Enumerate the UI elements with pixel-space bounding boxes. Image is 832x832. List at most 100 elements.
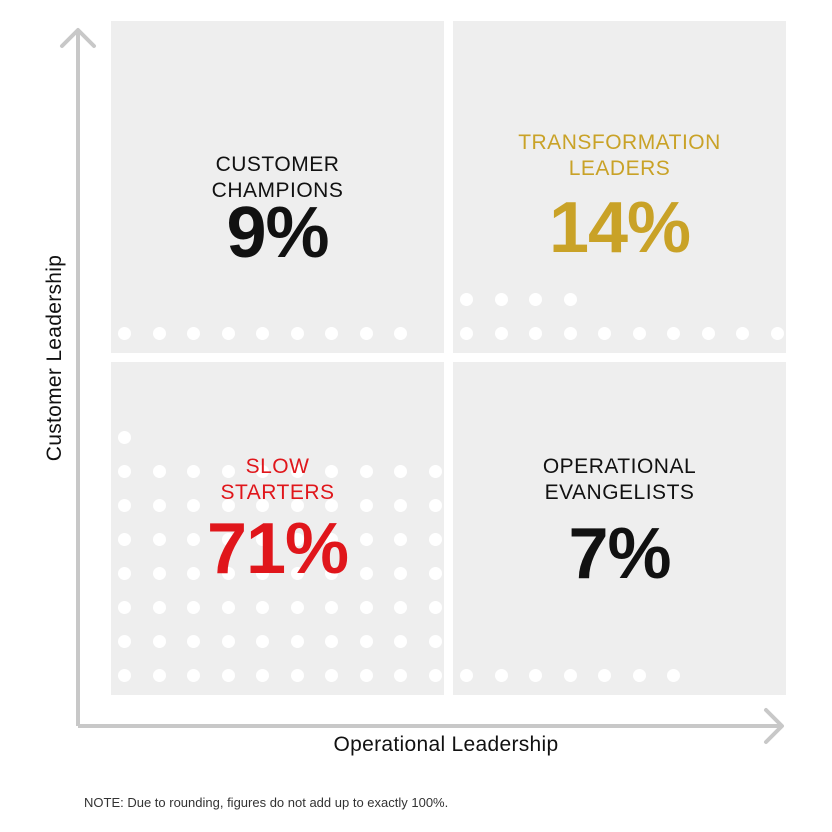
dot-marker: [187, 499, 200, 512]
dot-marker: [187, 601, 200, 614]
dot-marker: [152, 635, 166, 648]
dot-marker: [152, 669, 166, 682]
quadrant-label-line1: OPERATIONAL: [542, 455, 697, 478]
dot-marker: [118, 601, 131, 614]
dot-marker: [325, 499, 338, 512]
dot-marker: [359, 499, 373, 512]
dot-marker: [359, 327, 373, 340]
dot-marker: [118, 499, 131, 512]
dot-marker: [394, 327, 407, 340]
dot-marker: [325, 533, 338, 546]
dot-marker: [598, 669, 611, 682]
dot-marker: [187, 533, 200, 546]
quadrant-label: SLOW STARTERS: [111, 454, 444, 506]
dot-marker: [256, 567, 269, 580]
dot-marker: [325, 601, 338, 614]
dot-marker: [359, 635, 373, 648]
dot-marker: [394, 635, 407, 648]
dot-marker: [290, 327, 304, 340]
quadrant-operational-evangelists: OPERATIONAL EVANGELISTS 7%: [453, 362, 786, 695]
dot-marker: [118, 431, 131, 444]
dot-marker: [632, 669, 646, 682]
dot-marker: [187, 465, 200, 478]
y-axis-arrow-icon: [60, 28, 96, 48]
dot-marker: [428, 465, 442, 478]
dot-marker: [325, 669, 338, 682]
quadrant-label: OPERATIONAL EVANGELISTS: [453, 454, 786, 506]
footnote: NOTE: Due to rounding, figures do not ad…: [84, 795, 449, 810]
dot-marker: [152, 499, 166, 512]
dot-marker: [394, 499, 407, 512]
dot-marker: [529, 327, 542, 340]
dot-marker: [152, 601, 166, 614]
dot-marker: [221, 533, 235, 546]
dot-marker: [460, 293, 473, 306]
dot-marker: [290, 465, 304, 478]
dot-marker: [563, 669, 577, 682]
dot-marker: [325, 465, 338, 478]
dot-marker: [118, 567, 131, 580]
quadrant-label-line2: STARTERS: [220, 481, 335, 504]
dot-marker: [290, 601, 304, 614]
dot-marker: [701, 327, 715, 340]
dot-marker: [290, 533, 304, 546]
dot-marker: [290, 499, 304, 512]
x-axis-label: Operational Leadership: [333, 733, 559, 756]
dot-marker: [494, 293, 508, 306]
dot-marker: [325, 567, 338, 580]
dot-marker: [221, 635, 235, 648]
dot-marker: [256, 635, 269, 648]
quadrant-customer-champions: CUSTOMER CHAMPIONS 9%: [111, 21, 444, 353]
dot-marker: [325, 327, 338, 340]
quadrant-label-line1: CUSTOMER: [215, 153, 340, 176]
dot-marker: [460, 327, 473, 340]
dot-marker: [290, 669, 304, 682]
dot-marker: [221, 601, 235, 614]
dot-marker: [359, 669, 373, 682]
dot-marker: [118, 533, 131, 546]
dot-marker: [221, 669, 235, 682]
quadrant-label-line2: EVANGELISTS: [544, 481, 695, 504]
dot-marker: [256, 669, 269, 682]
dot-marker: [256, 601, 269, 614]
dot-marker: [428, 567, 442, 580]
dot-marker: [256, 533, 269, 546]
dot-marker: [736, 327, 749, 340]
dot-marker: [118, 327, 131, 340]
dot-marker: [256, 465, 269, 478]
x-axis-arrow-icon: [764, 708, 784, 744]
dot-marker: [394, 533, 407, 546]
quadrant-percent: 14%: [548, 188, 691, 268]
y-axis-label: Customer Leadership: [43, 254, 66, 462]
dot-marker: [563, 293, 577, 306]
dot-marker: [221, 567, 235, 580]
dot-marker: [118, 465, 131, 478]
dot-marker: [187, 635, 200, 648]
dot-marker: [221, 465, 235, 478]
quadrant-label: CUSTOMER CHAMPIONS: [111, 152, 444, 204]
dot-marker: [394, 669, 407, 682]
quadrant-percent: 7%: [568, 514, 671, 594]
dot-marker: [221, 499, 235, 512]
dot-marker: [529, 669, 542, 682]
dot-marker: [152, 327, 166, 340]
dot-marker: [152, 567, 166, 580]
dot-marker: [221, 327, 235, 340]
dot-marker: [494, 327, 508, 340]
dot-marker: [187, 327, 200, 340]
dot-marker: [428, 601, 442, 614]
dot-marker: [428, 669, 442, 682]
dot-marker: [290, 567, 304, 580]
dot-marker: [428, 533, 442, 546]
quadrant-percent: 71%: [206, 509, 349, 589]
dot-marker: [187, 669, 200, 682]
quadrant-label-line1: SLOW: [245, 455, 310, 478]
y-axis: [60, 28, 96, 726]
dot-marker: [428, 635, 442, 648]
dot-marker: [667, 327, 680, 340]
dot-marker: [256, 499, 269, 512]
dot-marker: [667, 669, 680, 682]
x-axis: [78, 708, 784, 744]
quadrant-transformation-leaders: TRANSFORMATION LEADERS 14%: [453, 21, 786, 353]
dot-marker: [359, 465, 373, 478]
